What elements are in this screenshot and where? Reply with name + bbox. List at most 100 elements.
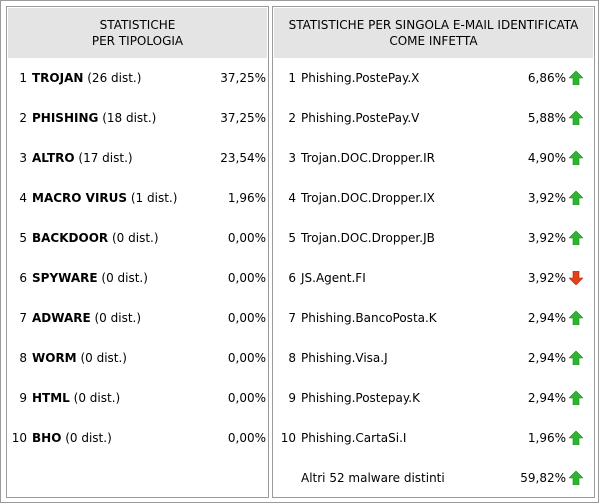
percent: 1,96% <box>227 191 266 205</box>
malware-name: Phishing.BancoPosta.K <box>301 311 437 325</box>
trend-arrow <box>569 191 583 205</box>
rank: 9 <box>19 391 27 405</box>
trend-arrow <box>569 391 583 405</box>
type-name: BHO <box>32 431 62 445</box>
percent: 2,94% <box>527 351 566 365</box>
rank: 4 <box>19 191 27 205</box>
type-label: PHISHING (18 dist.) <box>32 110 156 126</box>
trend-arrow <box>569 151 583 165</box>
percent: 0,00% <box>227 391 266 405</box>
type-name: ADWARE <box>32 311 91 325</box>
footer-percent: 59,82% <box>520 471 566 485</box>
malware-name: JS.Agent.FI <box>301 271 366 285</box>
percent: 23,54% <box>220 151 266 165</box>
trend-arrow <box>569 271 583 285</box>
type-name: ALTRO <box>32 151 75 165</box>
trend-arrow <box>569 311 583 325</box>
malware-panel: STATISTICHE PER SINGOLA E-MAIL IDENTIFIC… <box>272 6 595 498</box>
type-label: WORM (0 dist.) <box>32 350 127 366</box>
type-label: ADWARE (0 dist.) <box>32 310 141 326</box>
rank: 2 <box>19 111 27 125</box>
rank: 3 <box>19 151 27 165</box>
rank: 6 <box>288 271 296 285</box>
percent: 2,94% <box>527 391 566 405</box>
type-name: SPYWARE <box>32 271 98 285</box>
type-name: BACKDOOR <box>32 231 109 245</box>
trend-arrow <box>569 471 583 485</box>
footer-name: Altri 52 malware distinti <box>301 471 445 485</box>
type-count: (26 dist.) <box>87 71 142 85</box>
type-count: (0 dist.) <box>101 271 148 285</box>
rank: 5 <box>288 231 296 245</box>
type-count: (17 dist.) <box>78 151 133 165</box>
rank: 9 <box>288 391 296 405</box>
percent: 6,86% <box>527 71 566 85</box>
type-count: (0 dist.) <box>80 351 127 365</box>
malware-name: Phishing.Visa.J <box>301 351 388 365</box>
trend-arrow <box>569 351 583 365</box>
percent: 37,25% <box>220 71 266 85</box>
percent: 3,92% <box>527 231 566 245</box>
malware-name: Phishing.PostePay.X <box>301 71 420 85</box>
percent: 4,90% <box>527 151 566 165</box>
trend-arrow <box>569 71 583 85</box>
rank: 1 <box>288 71 296 85</box>
type-name: MACRO VIRUS <box>32 191 128 205</box>
header-line: PER TIPOLOGIA <box>91 34 184 48</box>
type-count: (1 dist.) <box>130 191 178 205</box>
malware-name: Trojan.DOC.Dropper.IR <box>301 151 435 165</box>
type-name: HTML <box>32 391 70 405</box>
type-name: WORM <box>32 351 77 365</box>
panel-header: STATISTICHE PER TIPOLOGIA <box>8 8 267 58</box>
type-label: SPYWARE (0 dist.) <box>32 270 148 286</box>
malware-name: Trojan.DOC.Dropper.IX <box>301 191 435 205</box>
type-count: (0 dist.) <box>73 391 121 405</box>
rank: 10 <box>280 431 296 445</box>
type-label: MACRO VIRUS (1 dist.) <box>32 190 177 206</box>
rank: 7 <box>19 311 27 325</box>
header-line: STATISTICHE PER SINGOLA E-MAIL IDENTIFIC… <box>288 18 579 32</box>
percent: 1,96% <box>527 431 566 445</box>
percent: 0,00% <box>227 431 266 445</box>
type-count: (0 dist.) <box>111 231 159 245</box>
malware-name: Phishing.Postepay.K <box>301 391 420 405</box>
type-name: PHISHING <box>32 111 99 125</box>
type-name: TROJAN <box>32 71 84 85</box>
percent: 5,88% <box>527 111 566 125</box>
malware-name: Trojan.DOC.Dropper.JB <box>301 231 435 245</box>
type-label: BACKDOOR (0 dist.) <box>32 230 159 246</box>
type-label: HTML (0 dist.) <box>32 390 120 406</box>
type-count: (18 dist.) <box>102 111 157 125</box>
rank: 4 <box>288 191 296 205</box>
percent: 0,00% <box>227 271 266 285</box>
rank: 6 <box>19 271 27 285</box>
percent: 3,92% <box>527 271 566 285</box>
rank: 2 <box>288 111 296 125</box>
percent: 0,00% <box>227 231 266 245</box>
rank: 1 <box>19 71 27 85</box>
rank: 3 <box>288 151 296 165</box>
rank: 10 <box>11 431 27 445</box>
rank: 8 <box>19 351 27 365</box>
type-count: (0 dist.) <box>94 311 142 325</box>
header-line: COME INFETTA <box>389 34 478 48</box>
panel-header: STATISTICHE PER SINGOLA E-MAIL IDENTIFIC… <box>274 8 593 58</box>
percent: 3,92% <box>527 191 566 205</box>
type-count: (0 dist.) <box>65 431 112 445</box>
type-panel: STATISTICHE PER TIPOLOGIA 1 TROJAN (26 di… <box>6 6 269 498</box>
malware-name: Phishing.PostePay.V <box>301 111 420 125</box>
percent: 37,25% <box>220 111 266 125</box>
rank: 7 <box>288 311 296 325</box>
malware-name: Phishing.CartaSi.I <box>301 431 407 445</box>
type-label: ALTRO (17 dist.) <box>32 150 133 166</box>
rank: 8 <box>288 351 296 365</box>
rank: 5 <box>19 231 27 245</box>
trend-arrow <box>569 431 583 445</box>
percent: 0,00% <box>227 351 266 365</box>
trend-arrow <box>569 111 583 125</box>
percent: 2,94% <box>527 311 566 325</box>
type-label: BHO (0 dist.) <box>32 430 112 446</box>
header-line: STATISTICHE <box>99 18 176 32</box>
trend-arrow <box>569 231 583 245</box>
